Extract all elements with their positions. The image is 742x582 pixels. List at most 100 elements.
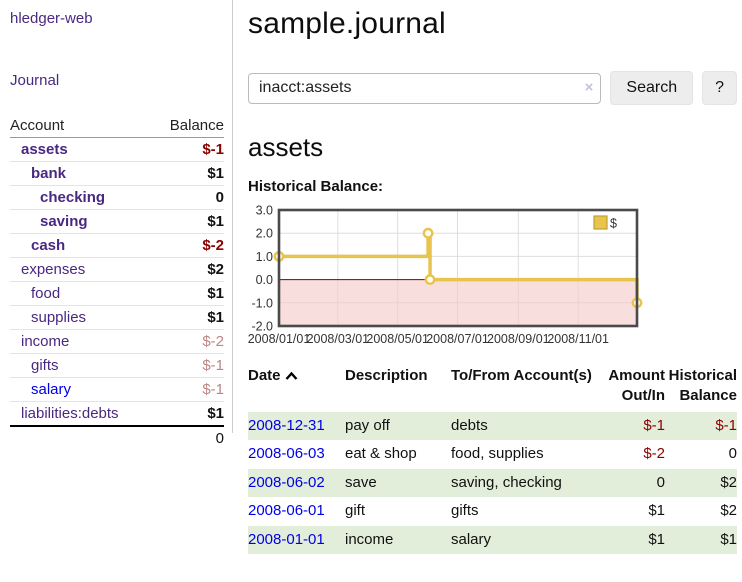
col-header-accounts: To/From Account(s) xyxy=(451,367,592,384)
account-balance: $-1 xyxy=(202,381,224,398)
account-balance: $1 xyxy=(207,309,224,326)
transaction-balance: 0 xyxy=(728,445,737,462)
register-table: Date Description To/From Account(s) Amou… xyxy=(248,364,737,554)
transaction-amount: $1 xyxy=(648,530,665,548)
svg-text:0.0: 0.0 xyxy=(256,273,273,287)
transaction-amount: 0 xyxy=(656,473,665,491)
svg-text:2008/03/01: 2008/03/01 xyxy=(307,332,370,346)
transaction-date-link[interactable]: 2008-01-01 xyxy=(248,530,325,548)
transaction-description: income xyxy=(345,530,394,548)
transaction-accounts: food, supplies xyxy=(451,445,544,462)
account-balance: 0 xyxy=(215,189,224,206)
account-row-bank: bank $1 xyxy=(10,161,224,185)
account-link-supplies[interactable]: supplies xyxy=(31,309,87,326)
account-link-checking[interactable]: checking xyxy=(40,189,106,206)
transaction-amount: $1 xyxy=(648,502,665,519)
account-balance: $-2 xyxy=(202,237,224,254)
transaction-accounts: debts xyxy=(451,416,488,434)
account-balance: $1 xyxy=(207,213,224,230)
sort-ascending-icon xyxy=(285,367,298,387)
accounts-total-value: 0 xyxy=(215,430,224,447)
main-content: sample.journal × Search ? assets Histori… xyxy=(248,0,737,554)
transaction-balance: $2 xyxy=(720,473,737,491)
account-link-food[interactable]: food xyxy=(31,285,61,302)
svg-text:2.0: 2.0 xyxy=(256,227,273,241)
account-link-gifts[interactable]: gifts xyxy=(31,357,59,374)
clear-search-icon[interactable]: × xyxy=(584,78,594,96)
accounts-table: Account Balance assets $-1 bank $1 check… xyxy=(10,114,224,450)
account-link-saving[interactable]: saving xyxy=(40,213,88,230)
page-title: sample.journal xyxy=(248,7,446,40)
svg-text:-1.0: -1.0 xyxy=(251,296,273,310)
account-heading: assets xyxy=(248,132,324,162)
search-input[interactable] xyxy=(248,72,602,104)
historical-balance-chart: 3.0 2.0 1.0 0.0 -1.0 -2.02008/01/012008/03/01… xyxy=(248,204,643,346)
transaction-amount: $-1 xyxy=(643,416,665,434)
sidebar-item-journal[interactable]: Journal xyxy=(10,72,60,89)
svg-text:$: $ xyxy=(610,217,617,231)
register-row: 2008-12-31 pay off debts $-1 $-1 xyxy=(248,411,737,440)
svg-text:2008/09/01: 2008/09/01 xyxy=(487,332,550,346)
app-title-link[interactable]: hledger-web xyxy=(10,10,93,27)
account-row-food: food $1 xyxy=(10,281,224,305)
transaction-accounts: salary xyxy=(451,530,492,548)
account-balance: $-2 xyxy=(202,333,224,350)
account-balance: $2 xyxy=(207,261,224,278)
account-link-liabilities-debts[interactable]: liabilities:debts xyxy=(21,405,119,422)
account-link-salary[interactable]: salary xyxy=(31,381,72,398)
transaction-date-link[interactable]: 2008-12-31 xyxy=(248,416,325,434)
account-row-income: income $-2 xyxy=(10,329,224,353)
svg-text:2008/01/01: 2008/01/01 xyxy=(248,332,311,346)
col-header-description: Description xyxy=(345,367,428,384)
svg-text:2008/05/01: 2008/05/01 xyxy=(366,332,429,346)
account-row-liabilities-debts: liabilities:debts $1 xyxy=(10,401,224,425)
sidebar: hledger-web Journal Account Balance asse… xyxy=(0,0,233,447)
svg-text:2008/11/01: 2008/11/01 xyxy=(547,332,609,346)
svg-text:-2.0: -2.0 xyxy=(251,320,273,334)
svg-text:2008/07/01: 2008/07/01 xyxy=(426,332,489,346)
account-row-checking: checking 0 xyxy=(10,185,224,209)
transaction-accounts: saving, checking xyxy=(451,473,562,491)
account-link-assets[interactable]: assets xyxy=(21,141,68,158)
account-link-bank[interactable]: bank xyxy=(31,165,67,182)
accounts-col-account: Account xyxy=(10,117,65,134)
transaction-balance: $-1 xyxy=(715,416,737,434)
register-row: 2008-06-01 gift gifts $1 $2 xyxy=(248,497,737,526)
transaction-description: save xyxy=(345,473,377,491)
register-row: 2008-06-02 save saving, checking 0 $2 xyxy=(248,468,737,497)
account-row-expenses: expenses $2 xyxy=(10,257,224,281)
account-row-assets: assets $-1 xyxy=(10,138,224,161)
account-link-expenses[interactable]: expenses xyxy=(21,261,86,278)
account-balance: $1 xyxy=(207,165,224,182)
accounts-col-balance: Balance xyxy=(169,117,224,134)
account-balance: $-1 xyxy=(202,357,224,374)
col-header-balance: Historical Balance xyxy=(668,367,737,405)
account-row-salary: salary $-1 xyxy=(10,377,224,401)
account-balance: $1 xyxy=(207,285,224,302)
transaction-description: eat & shop xyxy=(345,445,417,462)
transaction-date-link[interactable]: 2008-06-02 xyxy=(248,473,325,491)
account-link-income[interactable]: income xyxy=(21,333,70,350)
accounts-total-row: 0 xyxy=(10,425,224,450)
register-row: 2008-06-03 eat & shop food, supplies $-2… xyxy=(248,440,737,469)
account-row-cash: cash $-2 xyxy=(10,233,224,257)
transaction-description: gift xyxy=(345,502,366,519)
col-header-date[interactable]: Date xyxy=(248,364,345,412)
search-button[interactable]: Search xyxy=(610,71,694,105)
historical-balance-chart-container: 3.0 2.0 1.0 0.0 -1.0 -2.0 2008/01/01 2008/03/01… xyxy=(248,204,648,354)
svg-text:3.0: 3.0 xyxy=(256,204,273,218)
register-header-row: Date Description To/From Account(s) Amou… xyxy=(248,364,737,412)
account-balance: $-1 xyxy=(202,141,224,158)
transaction-accounts: gifts xyxy=(451,502,479,519)
register-row: 2008-01-01 income salary $1 $1 xyxy=(248,525,737,554)
transaction-balance: $1 xyxy=(720,530,737,548)
account-link-cash[interactable]: cash xyxy=(31,237,66,254)
transaction-balance: $2 xyxy=(720,502,737,519)
account-row-saving: saving $1 xyxy=(10,209,224,233)
transaction-date-link[interactable]: 2008-06-01 xyxy=(248,502,325,519)
svg-text:1.0: 1.0 xyxy=(256,250,273,264)
transaction-date-link[interactable]: 2008-06-03 xyxy=(248,445,325,462)
search-help-button[interactable]: ? xyxy=(702,71,737,105)
account-balance: $1 xyxy=(207,405,224,422)
